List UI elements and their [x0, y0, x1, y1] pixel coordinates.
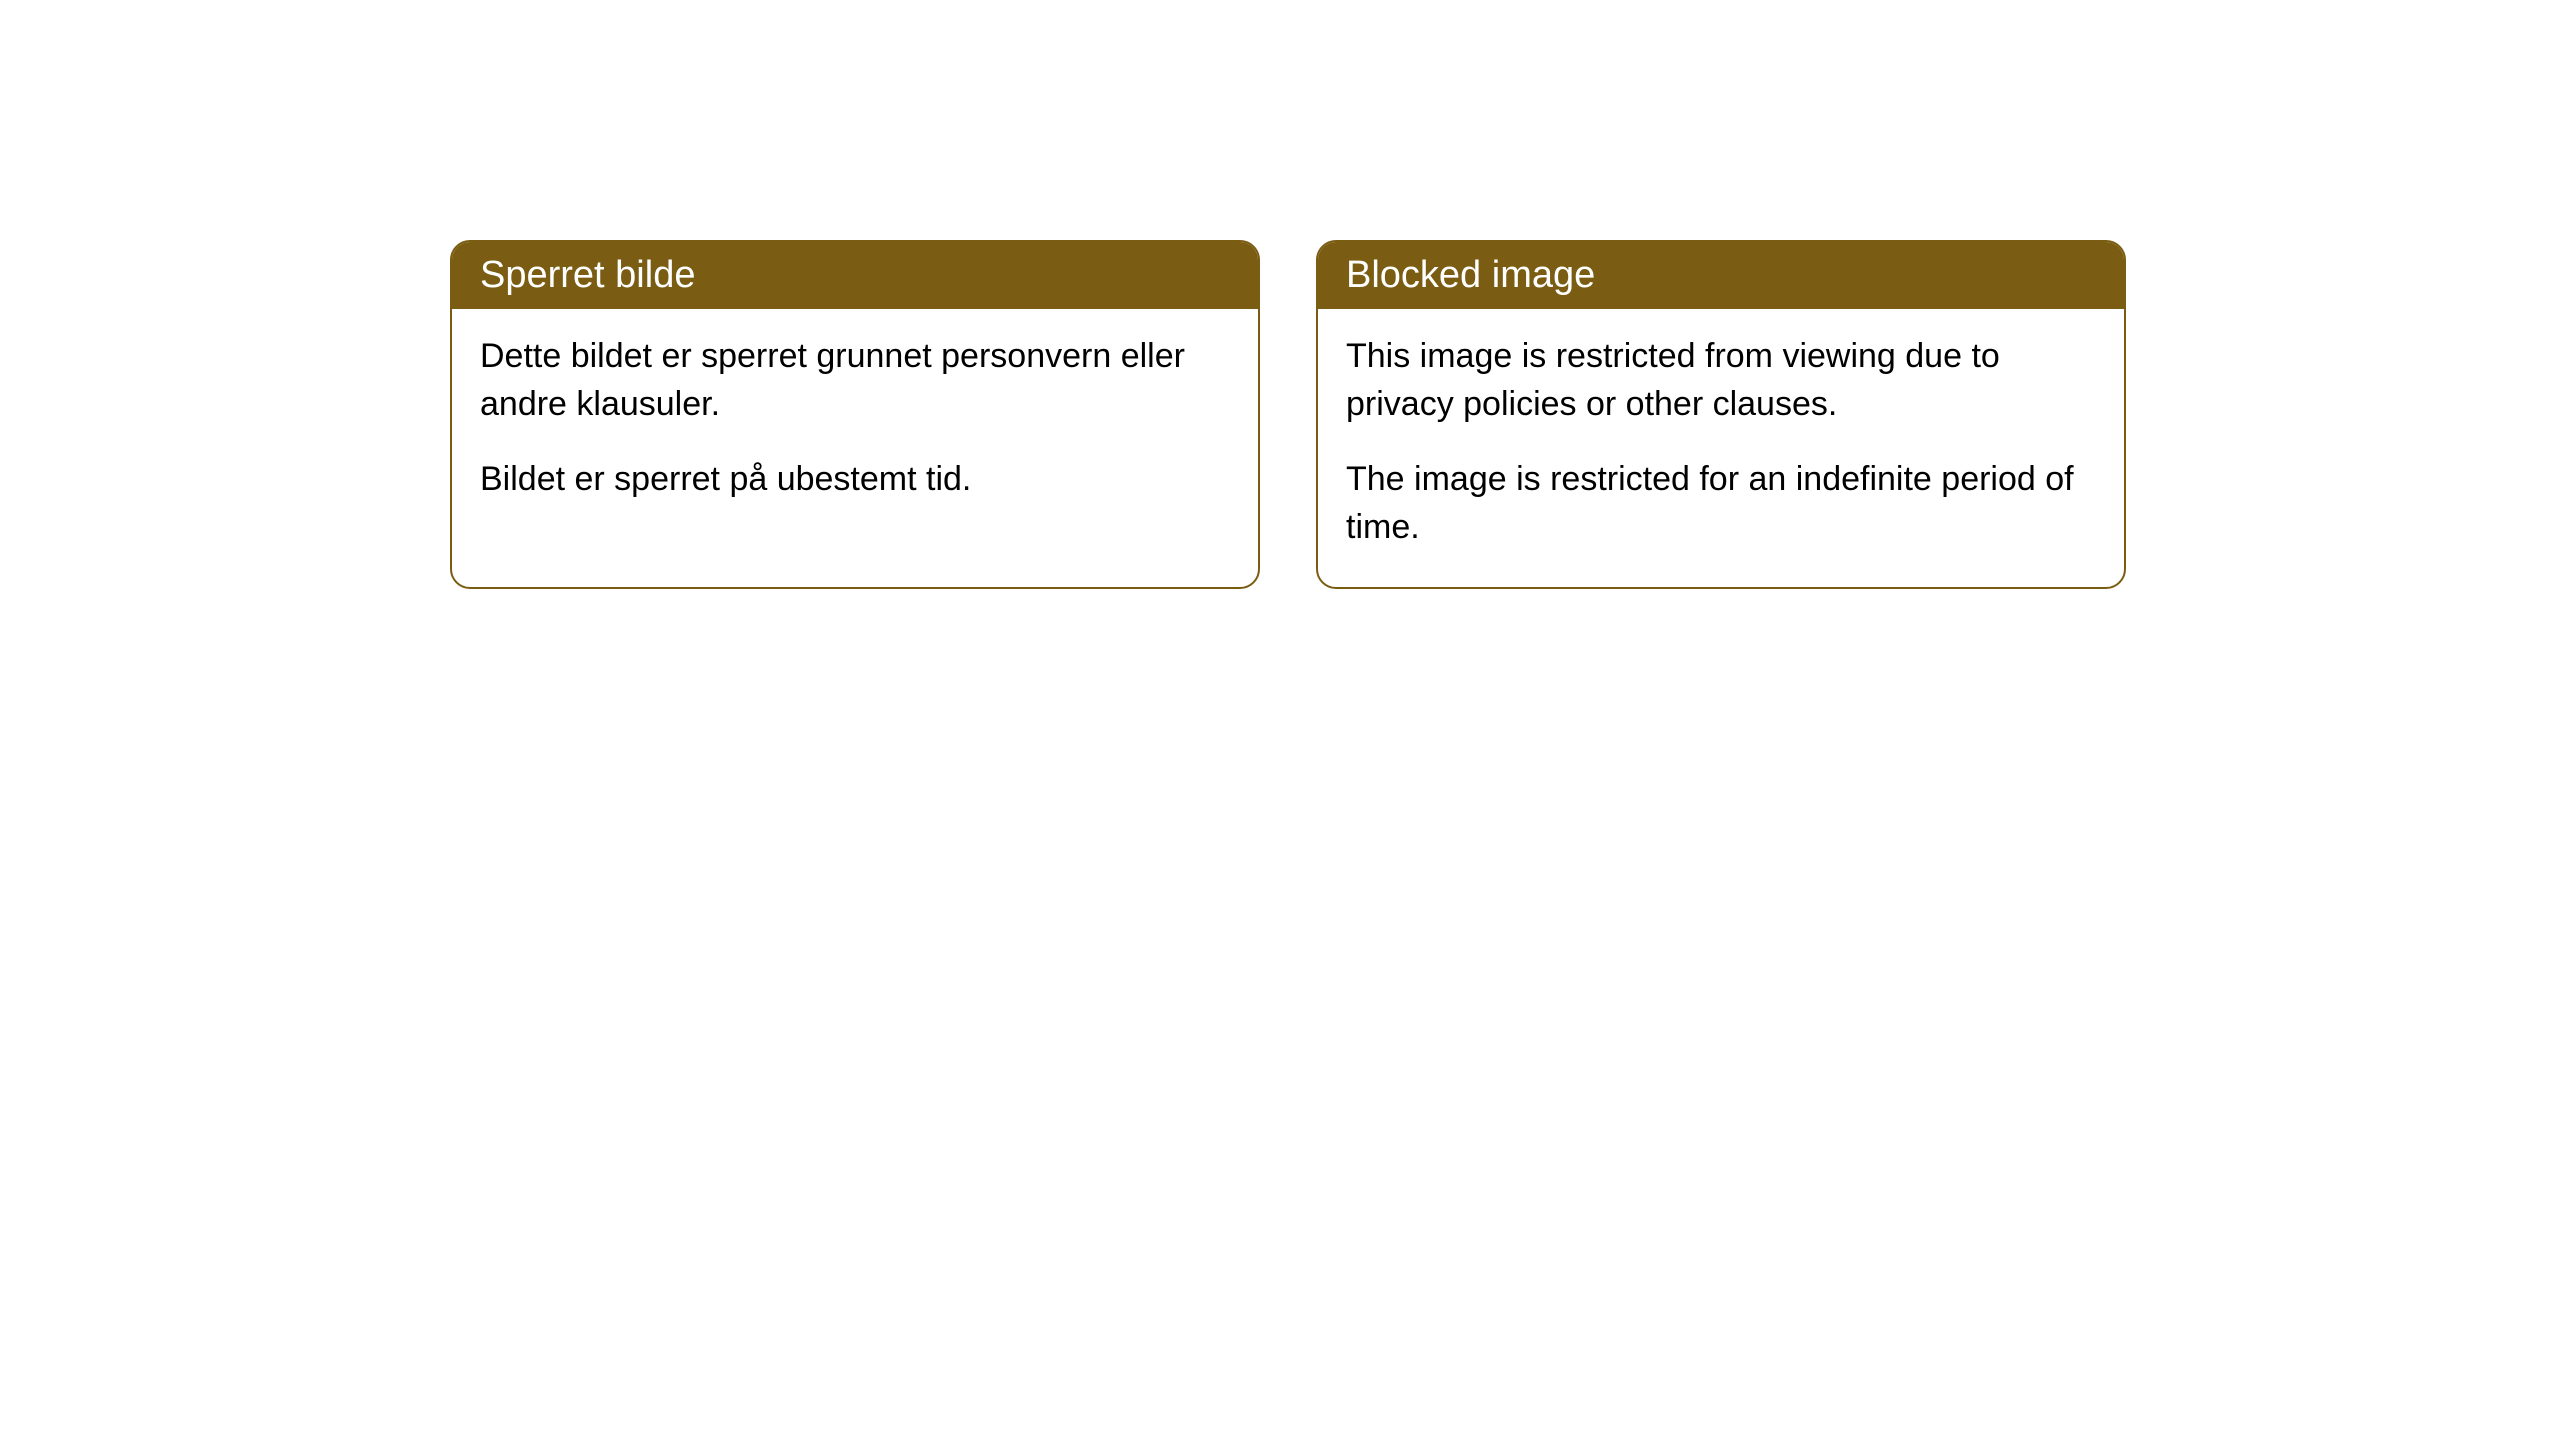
card-paragraph-2-norwegian: Bildet er sperret på ubestemt tid.: [480, 456, 1230, 504]
notice-cards-container: Sperret bilde Dette bildet er sperret gr…: [450, 240, 2126, 589]
notice-card-norwegian: Sperret bilde Dette bildet er sperret gr…: [450, 240, 1260, 589]
card-header-norwegian: Sperret bilde: [452, 242, 1258, 309]
card-paragraph-1-norwegian: Dette bildet er sperret grunnet personve…: [480, 333, 1230, 428]
card-body-english: This image is restricted from viewing du…: [1318, 309, 2124, 587]
card-paragraph-1-english: This image is restricted from viewing du…: [1346, 333, 2096, 428]
card-header-english: Blocked image: [1318, 242, 2124, 309]
card-paragraph-2-english: The image is restricted for an indefinit…: [1346, 456, 2096, 551]
card-title-norwegian: Sperret bilde: [480, 254, 695, 296]
notice-card-english: Blocked image This image is restricted f…: [1316, 240, 2126, 589]
card-body-norwegian: Dette bildet er sperret grunnet personve…: [452, 309, 1258, 540]
card-title-english: Blocked image: [1346, 254, 1595, 296]
